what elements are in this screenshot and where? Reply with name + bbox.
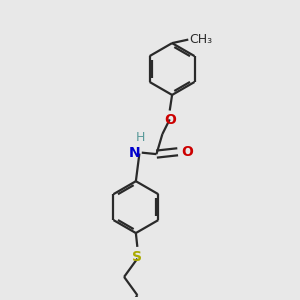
Text: O: O	[164, 113, 176, 128]
Text: S: S	[132, 250, 142, 264]
Text: N: N	[129, 146, 141, 160]
Text: CH₃: CH₃	[190, 33, 213, 46]
Text: H: H	[136, 131, 146, 144]
Text: O: O	[182, 145, 194, 159]
